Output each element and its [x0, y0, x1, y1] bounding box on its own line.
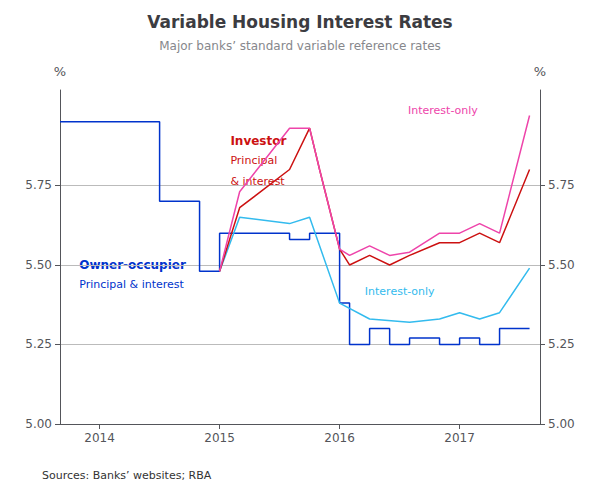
- svg-text:Sources: Banks’ websites; RBA: Sources: Banks’ websites; RBA: [42, 469, 212, 482]
- svg-text:5.00: 5.00: [548, 417, 575, 431]
- svg-text:2016: 2016: [324, 431, 355, 445]
- svg-text:& interest: & interest: [230, 174, 285, 188]
- svg-text:Interest-only: Interest-only: [408, 104, 478, 117]
- svg-text:5.50: 5.50: [548, 258, 575, 272]
- svg-text:5.25: 5.25: [548, 337, 575, 351]
- svg-text:5.25: 5.25: [25, 337, 52, 351]
- svg-text:%: %: [54, 64, 66, 79]
- svg-text:5.50: 5.50: [25, 258, 52, 272]
- svg-text:Variable Housing Interest Rate: Variable Housing Interest Rates: [147, 12, 452, 32]
- svg-text:Major banks’ standard variable: Major banks’ standard variable reference…: [159, 39, 441, 53]
- svg-text:5.75: 5.75: [25, 178, 52, 192]
- svg-text:5.75: 5.75: [548, 178, 575, 192]
- svg-text:Principal & interest: Principal & interest: [79, 278, 184, 291]
- svg-text:Owner-occupier: Owner-occupier: [79, 258, 186, 272]
- svg-text:%: %: [534, 64, 546, 79]
- svg-text:Investor: Investor: [230, 134, 286, 148]
- svg-text:2015: 2015: [204, 431, 235, 445]
- svg-text:2017: 2017: [444, 431, 475, 445]
- svg-text:Principal: Principal: [230, 154, 277, 167]
- svg-text:Interest-only: Interest-only: [365, 285, 435, 298]
- svg-text:5.00: 5.00: [25, 417, 52, 431]
- svg-text:2014: 2014: [84, 431, 115, 445]
